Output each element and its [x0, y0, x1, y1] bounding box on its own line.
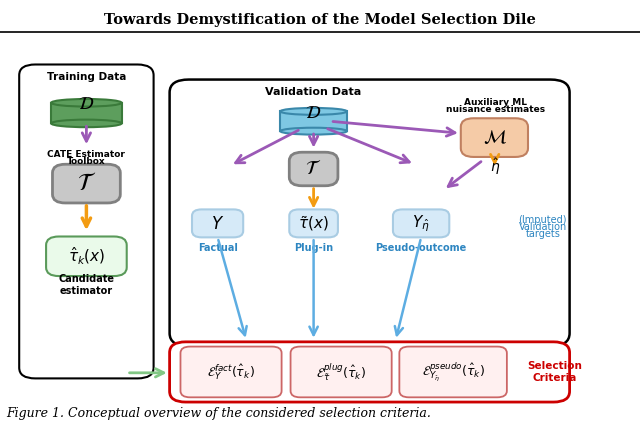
- Text: Validation: Validation: [518, 222, 567, 232]
- Text: Plug-in: Plug-in: [294, 243, 333, 253]
- FancyBboxPatch shape: [19, 64, 154, 378]
- Text: Validation Data: Validation Data: [266, 87, 362, 98]
- Ellipse shape: [51, 99, 122, 107]
- Text: $\mathcal{T}$: $\mathcal{T}$: [77, 172, 96, 195]
- FancyBboxPatch shape: [52, 164, 120, 203]
- Text: nuisance estimates: nuisance estimates: [447, 105, 545, 114]
- FancyBboxPatch shape: [170, 342, 570, 402]
- Text: Towards Demystification of the Model Selection Dile: Towards Demystification of the Model Sel…: [104, 13, 536, 27]
- Ellipse shape: [280, 128, 347, 135]
- FancyBboxPatch shape: [170, 80, 570, 346]
- Text: Selection
Criteria: Selection Criteria: [527, 361, 582, 383]
- Text: Training Data: Training Data: [47, 72, 126, 83]
- Text: (Imputed): (Imputed): [518, 215, 567, 225]
- FancyBboxPatch shape: [461, 118, 528, 157]
- Text: $\mathcal{T}$: $\mathcal{T}$: [305, 160, 322, 178]
- FancyBboxPatch shape: [291, 347, 392, 397]
- Text: targets: targets: [525, 229, 560, 239]
- Text: $\hat{\eta}$: $\hat{\eta}$: [490, 156, 500, 177]
- Text: CATE Estimator: CATE Estimator: [47, 150, 125, 159]
- Text: $Y_{\hat{\eta}}$: $Y_{\hat{\eta}}$: [412, 213, 430, 234]
- FancyBboxPatch shape: [289, 209, 338, 237]
- Text: $\hat{\tau}_k(x)$: $\hat{\tau}_k(x)$: [68, 246, 105, 267]
- FancyBboxPatch shape: [289, 152, 338, 186]
- Text: $\mathcal{M}$: $\mathcal{M}$: [483, 129, 507, 147]
- FancyBboxPatch shape: [46, 237, 127, 276]
- Text: Auxiliary ML: Auxiliary ML: [465, 98, 527, 107]
- FancyBboxPatch shape: [399, 347, 507, 397]
- FancyBboxPatch shape: [280, 111, 347, 131]
- Ellipse shape: [280, 108, 347, 115]
- Text: $\mathcal{E}_{\tilde{\tau}}^{plug}(\hat{\tau}_k)$: $\mathcal{E}_{\tilde{\tau}}^{plug}(\hat{…: [316, 361, 366, 383]
- Text: $\mathcal{E}_{Y_{\hat{\eta}}}^{pseudo}(\hat{\tau}_k)$: $\mathcal{E}_{Y_{\hat{\eta}}}^{pseudo}(\…: [422, 360, 484, 384]
- Text: Candidate
estimator: Candidate estimator: [58, 274, 115, 296]
- Text: Factual: Factual: [198, 243, 237, 253]
- Text: $\mathcal{E}_{Y}^{fact}(\hat{\tau}_k)$: $\mathcal{E}_{Y}^{fact}(\hat{\tau}_k)$: [207, 362, 255, 382]
- Text: $\mathcal{D}$: $\mathcal{D}$: [305, 104, 322, 122]
- Text: Pseudo-outcome: Pseudo-outcome: [376, 243, 467, 253]
- Text: Figure 1. Conceptual overview of the considered selection criteria.: Figure 1. Conceptual overview of the con…: [6, 407, 431, 420]
- Text: $\mathcal{D}$: $\mathcal{D}$: [78, 95, 95, 113]
- Text: $Y$: $Y$: [211, 215, 224, 233]
- Text: $\tilde{\tau}(x)$: $\tilde{\tau}(x)$: [298, 214, 329, 233]
- Text: Toolbox: Toolbox: [67, 157, 106, 166]
- FancyBboxPatch shape: [192, 209, 243, 237]
- Ellipse shape: [51, 120, 122, 127]
- FancyBboxPatch shape: [180, 347, 282, 397]
- FancyBboxPatch shape: [393, 209, 449, 237]
- FancyBboxPatch shape: [51, 103, 122, 123]
